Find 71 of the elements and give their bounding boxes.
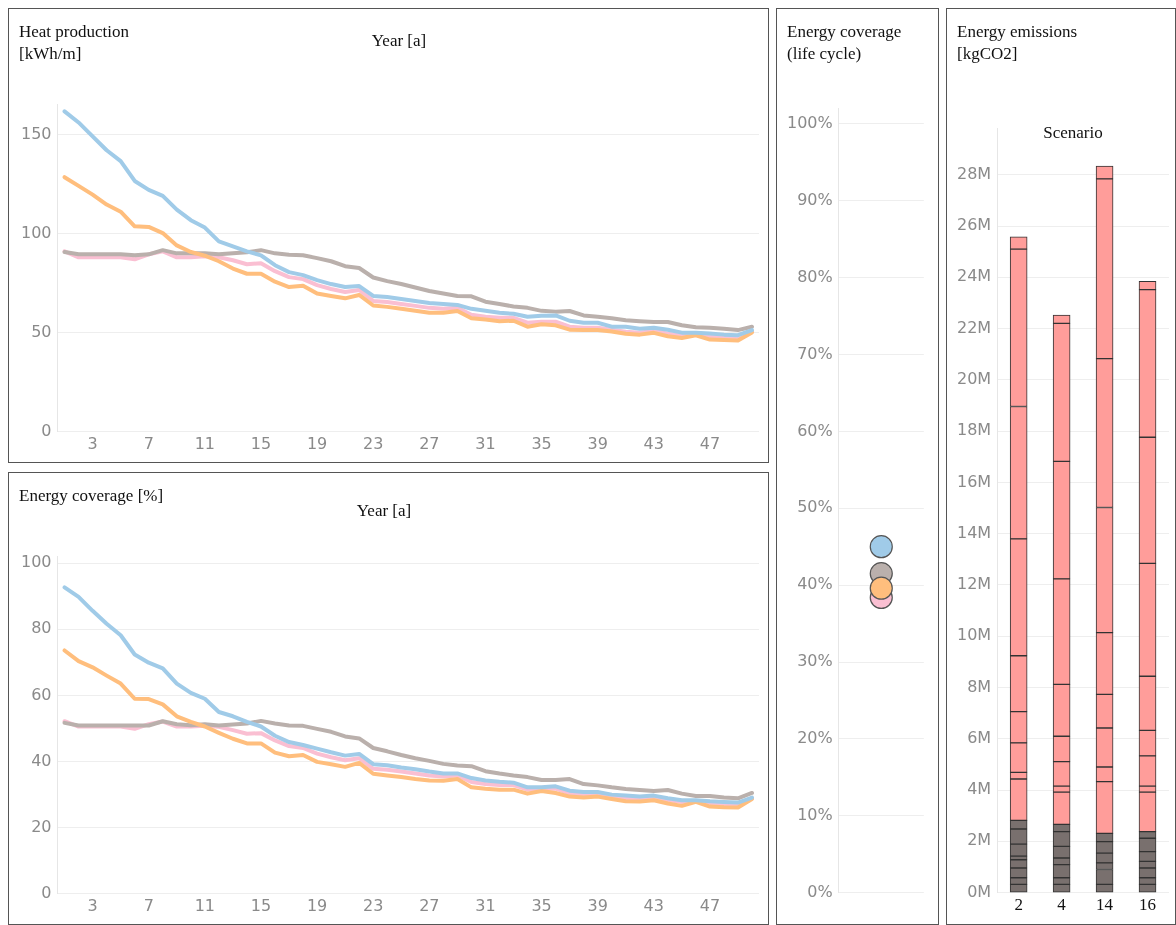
x-tick-label: 15 <box>250 433 272 453</box>
y-tick-label: 100% <box>786 113 833 133</box>
y-tick-label: 40% <box>797 574 833 594</box>
y-tick-label: 90% <box>797 189 833 209</box>
x-tick-label: 23 <box>363 433 384 453</box>
y-tick-label: 0M <box>967 881 992 901</box>
x-axis-title: Year [a] <box>356 501 412 521</box>
x-tick-label: 31 <box>475 433 496 453</box>
x-tick-label: 19 <box>306 433 328 453</box>
y-tick-label: 10% <box>797 804 833 824</box>
y-tick-label: 50% <box>797 497 833 517</box>
x-tick-label: 47 <box>699 895 721 915</box>
y-tick-label: 60% <box>797 420 833 440</box>
y-tick-label: 70% <box>797 343 833 363</box>
x-tick-label: 4 <box>1057 895 1067 915</box>
x-tick-label: 19 <box>306 895 328 915</box>
y-tick-label: 40 <box>31 750 52 770</box>
y-tick-label: 0 <box>41 882 52 902</box>
y-tick-label: 22M <box>956 317 992 337</box>
y-tick-label: 100 <box>20 222 52 242</box>
x-tick-label: 15 <box>250 895 272 915</box>
x-tick-label: 35 <box>531 433 552 453</box>
y-axis-title: Energy coverage [%] <box>19 485 165 507</box>
y-tick-label: 0 <box>41 420 52 440</box>
y-tick-label: 20 <box>31 816 52 836</box>
y-tick-label: 10M <box>956 625 992 645</box>
x-tick-label: 2 <box>1014 895 1023 915</box>
x-tick-label: 23 <box>363 895 384 915</box>
y-tick-label: 100 <box>20 552 52 572</box>
x-tick-label: 7 <box>143 433 154 453</box>
x-tick-label: 11 <box>194 895 216 915</box>
y-tick-label: 50 <box>31 321 52 341</box>
x-tick-label: 11 <box>194 433 216 453</box>
x-tick-label: 16 <box>1139 895 1157 915</box>
x-tick-label: 43 <box>643 895 664 915</box>
y-tick-label: 150 <box>20 123 52 143</box>
y-tick-label: 0% <box>807 881 833 901</box>
x-tick-label: 3 <box>87 433 98 453</box>
y-tick-label: 80 <box>31 618 52 638</box>
y-tick-label: 20M <box>956 369 992 388</box>
y-tick-label: 60 <box>31 684 52 704</box>
x-tick-label: 27 <box>419 895 440 915</box>
y-tick-label: 24M <box>956 266 992 286</box>
x-axis-title: Scenario <box>1043 123 1103 143</box>
x-tick-label: 43 <box>643 433 664 453</box>
y-tick-label: 2M <box>967 830 992 850</box>
x-tick-label: 35 <box>531 895 552 915</box>
y-tick-label: 6M <box>967 727 992 747</box>
y-tick-label: 14M <box>956 522 992 542</box>
y-tick-label: 28M <box>956 163 992 183</box>
x-tick-label: 39 <box>587 895 608 915</box>
y-tick-label: 20% <box>797 728 833 748</box>
y-tick-label: 26M <box>956 215 992 235</box>
y-axis-title: Energy coverage (life cycle) <box>787 21 903 65</box>
x-tick-label: 7 <box>143 895 154 915</box>
y-tick-label: 4M <box>967 779 992 799</box>
y-tick-label: 80% <box>797 266 833 286</box>
y-axis-title: Heat production [kWh/m] <box>19 21 130 65</box>
y-tick-label: 12M <box>956 574 992 594</box>
x-tick-label: 3 <box>87 895 98 915</box>
y-tick-label: 30% <box>797 651 833 671</box>
x-tick-label: 39 <box>587 433 608 453</box>
y-axis-title: Energy emissions [kgCO2] <box>957 21 1079 65</box>
y-tick-label: 8M <box>967 676 992 696</box>
y-tick-label: 16M <box>956 471 992 491</box>
x-tick-label: 31 <box>475 895 496 915</box>
y-tick-label: 18M <box>956 420 992 440</box>
x-tick-label: 14 <box>1096 895 1114 915</box>
x-axis-title: Year [a] <box>371 31 427 51</box>
x-tick-label: 47 <box>699 433 721 453</box>
x-tick-label: 27 <box>419 433 440 453</box>
